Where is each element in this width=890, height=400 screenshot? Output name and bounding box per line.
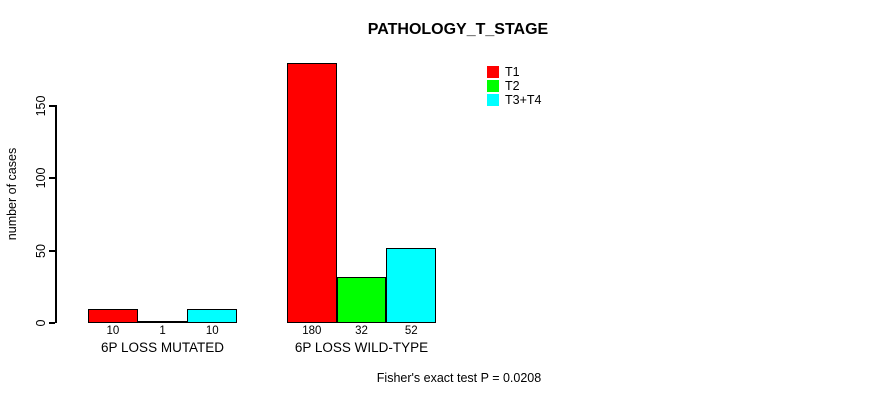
legend-label: T2 xyxy=(505,78,520,93)
legend-swatch xyxy=(487,65,499,78)
bar-t3-t4 xyxy=(386,248,436,323)
legend-swatch xyxy=(487,93,499,106)
legend-label: T1 xyxy=(505,64,520,79)
y-axis-tick xyxy=(49,177,55,179)
bar-value-label: 10 xyxy=(106,325,120,337)
bar-value-label: 10 xyxy=(205,325,219,337)
y-axis-tick-label: 0 xyxy=(34,319,48,327)
y-axis-label: number of cases xyxy=(5,147,19,241)
y-axis-tick xyxy=(49,250,55,252)
bar-t2 xyxy=(337,277,386,323)
y-axis-tick-label: 100 xyxy=(34,167,48,189)
x-axis-group-label: 6P LOSS MUTATED xyxy=(101,340,225,355)
legend-item: T1 xyxy=(487,64,541,79)
bar-value-label: 32 xyxy=(355,325,368,337)
bar-t3-t4 xyxy=(187,309,237,323)
y-axis-tick xyxy=(49,322,55,324)
y-axis-tick-label: 50 xyxy=(34,244,48,258)
x-axis-group-label: 6P LOSS WILD-TYPE xyxy=(294,340,429,355)
stat-annotation: Fisher's exact test P = 0.0208 xyxy=(376,371,542,385)
y-axis-tick xyxy=(49,105,55,107)
y-axis-tick-label: 150 xyxy=(34,95,48,117)
bar-t2 xyxy=(138,321,187,323)
bar-t1 xyxy=(88,309,138,323)
bar-value-label: 180 xyxy=(302,325,322,337)
legend-item: T3+T4 xyxy=(487,92,542,107)
chart-title: PATHOLOGY_T_STAGE xyxy=(367,21,549,38)
legend-swatch xyxy=(487,79,499,92)
bar-value-label: 52 xyxy=(404,325,418,337)
legend-item: T2 xyxy=(487,78,541,93)
legend: T1 T2 T3+T4 xyxy=(487,65,541,107)
y-axis-line xyxy=(55,105,57,323)
legend-label: T3+T4 xyxy=(505,92,542,107)
bar-value-label: 1 xyxy=(159,325,166,337)
bar-t1 xyxy=(287,63,337,323)
